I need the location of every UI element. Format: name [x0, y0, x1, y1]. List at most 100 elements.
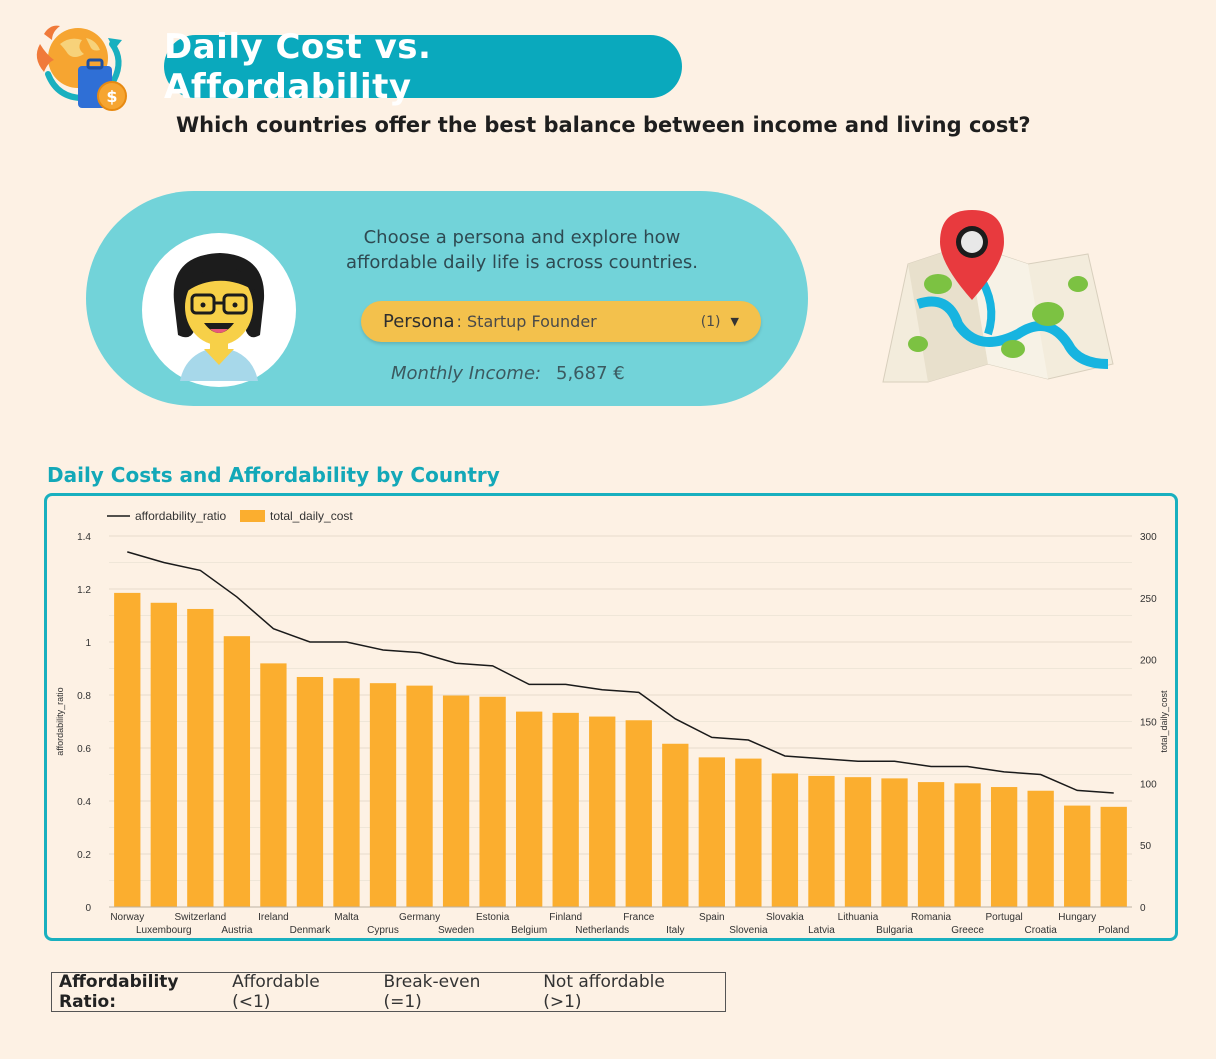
- bar-italy[interactable]: [662, 743, 689, 907]
- y-right-tick-label: 300: [1140, 532, 1157, 543]
- svg-text:$: $: [106, 87, 117, 106]
- x-tick-label: Switzerland: [174, 912, 226, 923]
- x-tick-label: Germany: [399, 912, 440, 923]
- y-right-axis-title: total_daily_cost: [1159, 690, 1169, 753]
- bar-switzerland[interactable]: [187, 608, 214, 907]
- income-value: 5,687 €: [556, 363, 625, 384]
- bar-hungary[interactable]: [1064, 805, 1091, 907]
- persona-prompt: Choose a persona and explore how afforda…: [345, 227, 699, 273]
- page-subtitle: Which countries offer the best balance b…: [176, 113, 1031, 137]
- x-tick-label: Bulgaria: [876, 925, 913, 936]
- bar-luxembourg[interactable]: [150, 602, 177, 907]
- x-tick-label: Austria: [221, 925, 253, 936]
- chart-title: Daily Costs and Affordability by Country: [47, 463, 500, 487]
- x-tick-label: Romania: [911, 912, 951, 923]
- persona-select-label: Persona: [383, 311, 455, 332]
- y-left-tick-label: 0.4: [77, 797, 91, 808]
- y-left-tick-label: 0: [85, 903, 91, 914]
- legend-affordability-ratio: affordability_ratio: [135, 509, 226, 523]
- x-tick-label: Hungary: [1058, 912, 1096, 923]
- x-tick-label: Italy: [666, 925, 684, 936]
- x-tick-label: Lithuania: [838, 912, 879, 923]
- bar-greece[interactable]: [954, 783, 981, 907]
- x-tick-label: Malta: [334, 912, 359, 923]
- y-left-tick-label: 0.2: [77, 850, 91, 861]
- x-tick-label: Slovenia: [729, 925, 768, 936]
- x-tick-label: France: [623, 912, 655, 923]
- y-right-tick-label: 100: [1140, 779, 1157, 790]
- y-right-tick-label: 250: [1140, 594, 1157, 605]
- x-tick-label: Finland: [549, 912, 582, 923]
- y-left-axis-title: affordability_ratio: [55, 687, 65, 755]
- bar-estonia[interactable]: [479, 696, 506, 907]
- y-right-tick-label: 50: [1140, 841, 1152, 852]
- x-tick-label: Greece: [951, 925, 984, 936]
- bar-bulgaria[interactable]: [881, 778, 908, 907]
- map-pin-icon: [882, 210, 1114, 383]
- legend-bar-swatch: [240, 510, 265, 522]
- page-title: Daily Cost vs. Affordability: [164, 27, 682, 107]
- x-tick-label: Norway: [110, 912, 144, 923]
- x-tick-label: Portugal: [986, 912, 1023, 923]
- legend-total-daily-cost: total_daily_cost: [270, 509, 353, 523]
- bar-spain[interactable]: [698, 757, 725, 907]
- y-right-tick-label: 0: [1140, 903, 1146, 914]
- bar-portugal[interactable]: [990, 787, 1018, 907]
- x-tick-label: Denmark: [290, 925, 332, 936]
- persona-card: Choose a persona and explore how afforda…: [86, 191, 808, 406]
- bar-croatia[interactable]: [1027, 790, 1054, 907]
- legend-not-affordable: Not affordable (>1): [543, 972, 665, 1012]
- persona-select-count: (1): [700, 313, 721, 330]
- bar-norway[interactable]: [114, 592, 141, 907]
- persona-select-value: : Startup Founder: [456, 312, 597, 331]
- x-tick-label: Spain: [699, 912, 725, 923]
- chevron-down-icon[interactable]: ▼: [730, 315, 739, 328]
- bar-netherlands[interactable]: [589, 716, 616, 907]
- bar-cyprus[interactable]: [369, 683, 397, 907]
- bar-france[interactable]: [625, 720, 652, 907]
- x-tick-label: Latvia: [808, 925, 835, 936]
- bar-sweden[interactable]: [442, 695, 470, 907]
- x-tick-label: Estonia: [476, 912, 510, 923]
- combo-chart: 0 0.2 0.4 0.6 0.8 1 1.2 1.4 0 50 100 150 200 250 300 af…: [55, 509, 1169, 936]
- x-tick-label: Luxembourg: [136, 925, 192, 936]
- y-left-tick-label: 1: [85, 638, 91, 649]
- bar-romania[interactable]: [917, 782, 945, 907]
- x-tick-label: Ireland: [258, 912, 289, 923]
- travel-logo-icon: $: [36, 25, 127, 111]
- x-tick-label: Poland: [1098, 925, 1129, 936]
- y-right-tick-label: 200: [1140, 656, 1157, 667]
- bar-slovakia[interactable]: [771, 773, 799, 907]
- bar-belgium[interactable]: [516, 711, 543, 907]
- avatar: [142, 233, 296, 387]
- affordability-legend: Affordability Ratio: Affordable (<1) Bre…: [51, 972, 726, 1012]
- x-tick-label: Sweden: [438, 925, 474, 936]
- x-tick-label: Slovakia: [766, 912, 804, 923]
- bar-denmark[interactable]: [296, 676, 324, 907]
- legend-break-even: Break-even (=1): [383, 972, 481, 1012]
- bar-latvia[interactable]: [808, 775, 835, 907]
- y-right-tick-label: 150: [1140, 718, 1157, 729]
- x-tick-label: Belgium: [511, 925, 547, 936]
- bar-ireland[interactable]: [260, 663, 287, 907]
- y-left-tick-label: 0.6: [77, 744, 91, 755]
- bar-germany[interactable]: [406, 685, 433, 907]
- y-left-tick-label: 0.8: [77, 691, 91, 702]
- persona-select[interactable]: Persona : Startup Founder (1) ▼: [361, 301, 761, 342]
- affordability-ratio-line: [127, 551, 1114, 794]
- bar-slovenia[interactable]: [735, 758, 762, 907]
- y-left-tick-label: 1.2: [77, 585, 91, 596]
- y-left-tick-label: 1.4: [77, 532, 91, 543]
- income-label: Monthly Income:: [391, 363, 542, 384]
- bar-malta[interactable]: [333, 678, 360, 907]
- x-tick-label: Croatia: [1025, 925, 1058, 936]
- bar-finland[interactable]: [552, 712, 579, 907]
- chart-frame: 0 0.2 0.4 0.6 0.8 1 1.2 1.4 0 50 100 150 200 250 300 af…: [44, 493, 1178, 941]
- x-tick-label: Cyprus: [367, 925, 399, 936]
- legend-heading: Affordability Ratio:: [59, 972, 179, 1012]
- legend-affordable: Affordable (<1): [232, 972, 320, 1012]
- x-tick-label: Netherlands: [575, 925, 629, 936]
- bar-lithuania[interactable]: [844, 777, 872, 907]
- bar-poland[interactable]: [1100, 806, 1127, 907]
- bar-austria[interactable]: [223, 636, 251, 907]
